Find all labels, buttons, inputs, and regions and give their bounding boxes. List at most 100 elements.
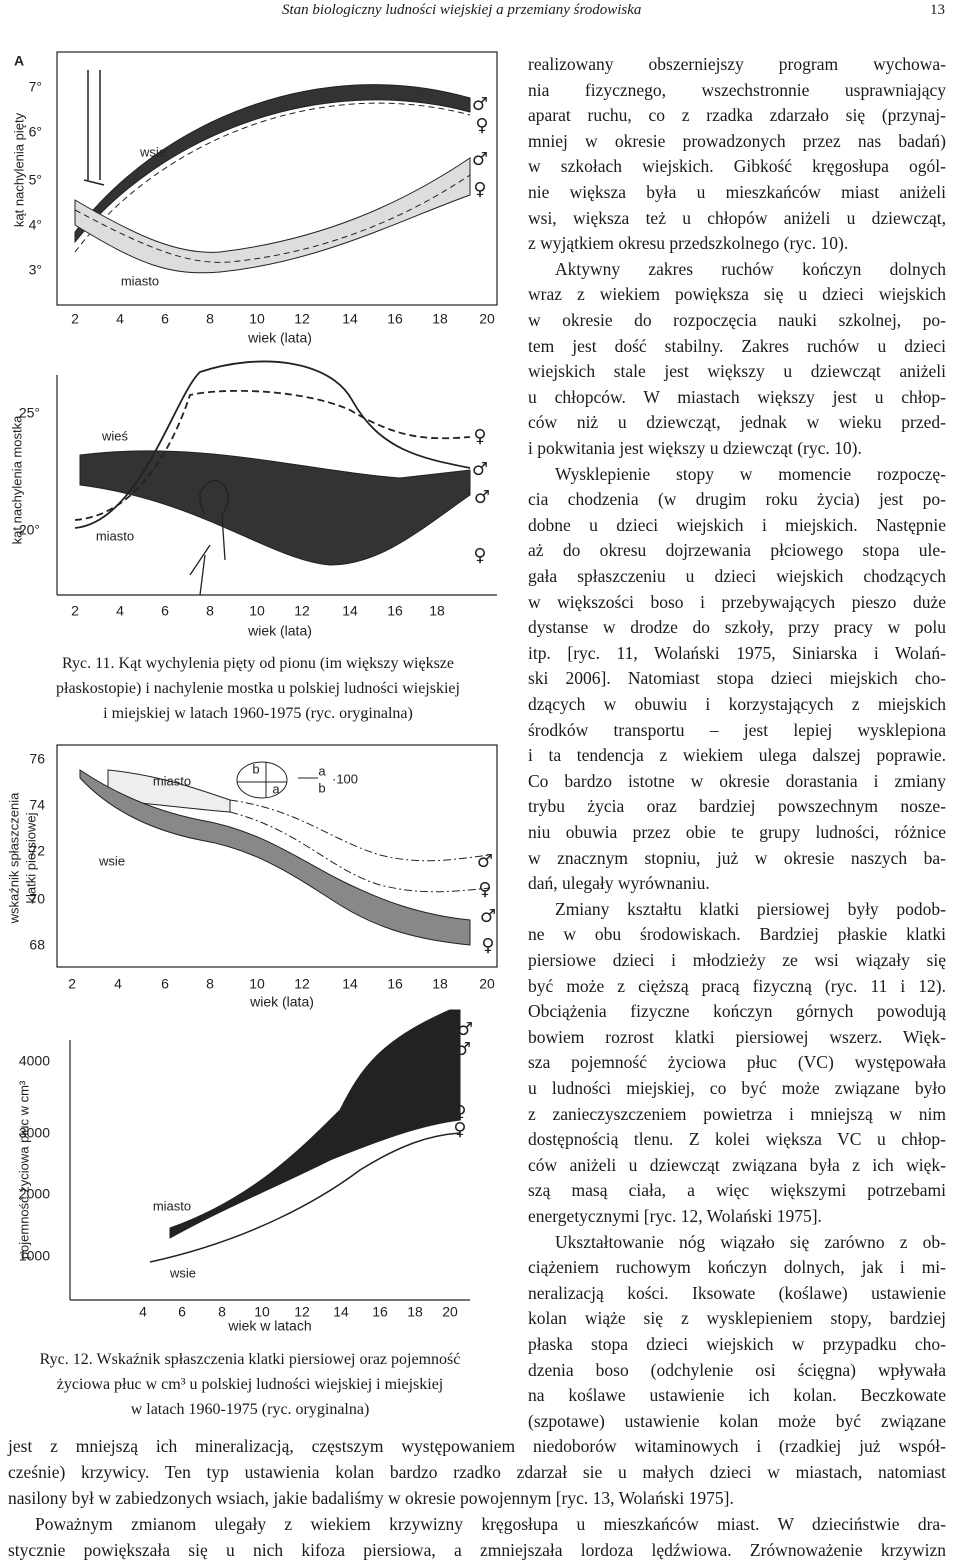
body-line: cześnie) krzywicy. Ten typ ustawienia ko…: [8, 1462, 946, 1483]
x-tick-label: 6: [161, 976, 169, 992]
x-tick-label: 4: [139, 1304, 147, 1320]
y-axis-title: kąt nachylenia mostka: [9, 415, 24, 544]
sex-symbol: ♀: [473, 545, 486, 566]
x-axis-title: wiek (lata): [247, 623, 312, 639]
figure-11b-graphics: [56, 360, 497, 596]
body-line: wraz z wiekiem powiększa się u dzieci wi…: [528, 284, 946, 305]
body-line: dobne u dzieci wiejskich i miejskich. Na…: [528, 514, 946, 535]
x-tick-label: 16: [372, 1304, 388, 1320]
series-label: miasto: [96, 528, 134, 543]
x-tick-label: 18: [407, 1304, 423, 1320]
series-label: miasto: [121, 273, 159, 288]
x-tick-label: 2: [71, 603, 79, 619]
body-line: ców niż u dziewcząt, jednak w wieku prze…: [528, 412, 946, 433]
x-tick-label: 18: [432, 976, 448, 992]
body-line: piersiowe dzieci i młodzieży ze wsi wiąz…: [528, 950, 946, 970]
body-line: nia fizycznego, wszechstronnie usprawnia…: [528, 79, 946, 100]
body-line: mniej w okresie prowadzonych przez nas b…: [528, 130, 946, 151]
y-tick-label: 1000: [19, 1248, 50, 1264]
x-tick-label: 14: [333, 1304, 349, 1320]
body-line: dzących w obuwiu i korzystających z miej…: [528, 694, 946, 714]
figure-caption: Ryc. 11. Kąt wychylenia pięty od pionu (…: [61, 655, 455, 672]
body-line: Zmiany kształtu klatki piersiowej były p…: [555, 898, 946, 919]
x-tick-label: 18: [429, 603, 445, 619]
body-line: Wysklepienie stopy w momencie rozpoczę-: [555, 463, 946, 484]
sex-symbol: ♀: [473, 179, 486, 200]
figure-caption: życiowa płuc w cm³ u polskiej ludności w…: [56, 1376, 444, 1393]
series-label: miasto: [153, 773, 191, 788]
sex-symbol: ♀: [473, 426, 486, 447]
y-tick-label: 68: [29, 937, 45, 953]
sex-symbol: ♀: [453, 1102, 466, 1123]
x-tick-label: 8: [206, 603, 214, 619]
y-tick-label: 5°: [29, 172, 42, 188]
series-label: miasto: [153, 1198, 191, 1213]
body-line: z zanieczyszczeniem powietrza i mniejszą…: [528, 1103, 946, 1124]
y-tick-label: 7°: [29, 79, 42, 95]
x-tick-label: 14: [342, 311, 358, 327]
x-tick-label: 2: [71, 311, 79, 327]
x-tick-label: 20: [442, 1304, 458, 1320]
body-line: sza pojemność życiowa płuc (VC) występow…: [528, 1052, 946, 1073]
body-line: szą masą ciała, a więc większymi potrzeb…: [528, 1180, 946, 1201]
sex-symbol: ♀: [453, 1119, 466, 1140]
y-tick-label: 76: [29, 751, 45, 767]
y-axis-title: klatki piersiowej: [23, 812, 38, 903]
sex-symbol: ♂: [472, 94, 488, 115]
figure-caption: Ryc. 12. Wskaźnik spłaszczenia klatki pi…: [39, 1351, 461, 1368]
x-tick-label: 20: [479, 976, 495, 992]
x-tick-label: 6: [178, 1304, 186, 1320]
body-line: płaska stopa dzieci wiejskich w przypadk…: [528, 1334, 946, 1354]
sex-symbol: ♀: [478, 879, 491, 900]
x-tick-label: 6: [161, 603, 169, 619]
body-line: cia chodzenia (w drugim roku życia) jest…: [528, 489, 946, 510]
body-line: dań, ulegały wyrównaniu.: [528, 873, 710, 894]
y-tick-label: 3000: [19, 1125, 50, 1141]
sex-symbol: ♀: [481, 935, 494, 956]
figure-caption: w latach 1960-1975 (ryc. oryginalna): [130, 1401, 370, 1418]
body-line: w okresie do rozpoczęcia nauki szkolnej,…: [528, 310, 946, 330]
body-line: w znacznym stopniu, już w okresie naszyc…: [528, 847, 946, 868]
sex-symbol: ♂: [480, 906, 496, 927]
x-axis-title: wiek (lata): [247, 330, 312, 346]
y-tick-label: 25°: [19, 405, 40, 421]
y-axis-title: wskaźnik spłaszczenia: [6, 792, 21, 925]
series-label: b: [318, 780, 325, 795]
x-tick-label: 14: [342, 976, 358, 992]
body-line: na koślawe ustawienie ich kolan. Beczkow…: [528, 1385, 946, 1406]
x-tick-label: 16: [387, 311, 403, 327]
sex-symbol: ♂: [455, 1039, 471, 1060]
body-line: Ukształtowanie nóg wiązało się zarówno z…: [555, 1231, 946, 1252]
body-line: bowiem rozrost klatki piersiowej wszerz.…: [528, 1026, 946, 1047]
figure-11a-graphics: [56, 51, 498, 306]
x-tick-label: 16: [387, 976, 403, 992]
body-line: aparat ruchu, co z rzadka zdarzało się (…: [528, 105, 946, 126]
series-label: a: [318, 763, 326, 778]
body-line: u ludności miejskiej, co być może związa…: [528, 1078, 946, 1098]
body-line: energetycznymi [ryc. 12, Wolański 1975].: [528, 1206, 822, 1226]
x-tick-label: 8: [206, 311, 214, 327]
body-line: z wyjątkiem okresu przedszkolnego (ryc. …: [528, 233, 849, 254]
x-tick-label: 4: [114, 976, 122, 992]
body-line: wiejskich stale jest większy u dziewcząt…: [528, 361, 946, 382]
x-axis-title: wiek (lata): [249, 994, 314, 1010]
sex-symbol: ♀: [475, 115, 488, 136]
series-label: b: [252, 761, 259, 776]
series-label: ·100: [332, 771, 358, 786]
x-tick-label: 4: [116, 603, 124, 619]
sex-symbol: ♂: [477, 851, 493, 872]
x-tick-label: 8: [218, 1304, 226, 1320]
y-tick-label: 3°: [29, 262, 42, 278]
body-line: dzenia boso (odchylenie osi ścięgna) wpł…: [528, 1359, 946, 1380]
x-tick-label: 14: [342, 603, 358, 619]
x-tick-label: 12: [294, 1304, 310, 1320]
body-line: (szpotawe) ustawienie kolan może być zwi…: [528, 1410, 946, 1431]
y-axis-title: kąt nachylenia pięty: [11, 112, 26, 227]
body-line: itp. [ryc. 11, Wolański 1975, Siniarska …: [528, 642, 946, 663]
body-line: stycznie powiększała się u nich kifoza p…: [8, 1540, 946, 1561]
figure-12a-graphics: [56, 744, 498, 968]
body-line: środków transportu – jest lepiej wysklep…: [528, 719, 946, 740]
x-tick-label: 6: [161, 311, 169, 327]
y-axis-title: pojemność życiowa płuc w cm³: [16, 1080, 31, 1259]
